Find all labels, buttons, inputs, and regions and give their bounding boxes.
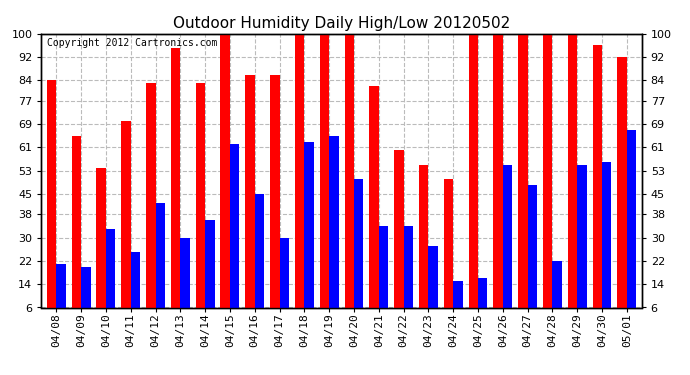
Bar xyxy=(593,45,602,325)
Bar xyxy=(255,194,264,325)
Bar xyxy=(379,226,388,325)
Bar xyxy=(81,267,90,325)
Bar xyxy=(72,136,81,325)
Bar xyxy=(329,136,339,325)
Bar xyxy=(553,261,562,325)
Bar xyxy=(180,238,190,325)
Bar xyxy=(130,252,140,325)
Bar xyxy=(155,202,165,325)
Bar xyxy=(344,34,354,325)
Bar xyxy=(444,179,453,325)
Bar xyxy=(196,83,205,325)
Text: Copyright 2012 Cartronics.com: Copyright 2012 Cartronics.com xyxy=(48,38,218,48)
Bar xyxy=(543,34,553,325)
Bar xyxy=(221,34,230,325)
Bar xyxy=(121,121,130,325)
Bar xyxy=(478,278,487,325)
Bar xyxy=(354,179,364,325)
Bar xyxy=(503,165,512,325)
Bar xyxy=(279,238,289,325)
Bar xyxy=(627,130,636,325)
Bar xyxy=(97,168,106,325)
Bar xyxy=(568,34,578,325)
Bar xyxy=(171,48,180,325)
Bar xyxy=(246,75,255,325)
Bar xyxy=(295,34,304,325)
Bar xyxy=(146,83,155,325)
Bar xyxy=(528,185,537,325)
Bar xyxy=(419,165,428,325)
Bar xyxy=(602,162,611,325)
Bar xyxy=(304,141,314,325)
Bar xyxy=(428,246,437,325)
Bar xyxy=(394,150,404,325)
Bar xyxy=(518,34,528,325)
Bar xyxy=(578,165,586,325)
Bar xyxy=(404,226,413,325)
Bar xyxy=(205,220,215,325)
Bar xyxy=(57,264,66,325)
Bar xyxy=(453,281,462,325)
Bar xyxy=(369,86,379,325)
Bar xyxy=(230,144,239,325)
Bar xyxy=(469,34,478,325)
Bar xyxy=(319,34,329,325)
Bar xyxy=(618,57,627,325)
Bar xyxy=(270,75,279,325)
Title: Outdoor Humidity Daily High/Low 20120502: Outdoor Humidity Daily High/Low 20120502 xyxy=(173,16,510,31)
Bar xyxy=(106,229,115,325)
Bar xyxy=(493,34,503,325)
Bar xyxy=(47,80,57,325)
